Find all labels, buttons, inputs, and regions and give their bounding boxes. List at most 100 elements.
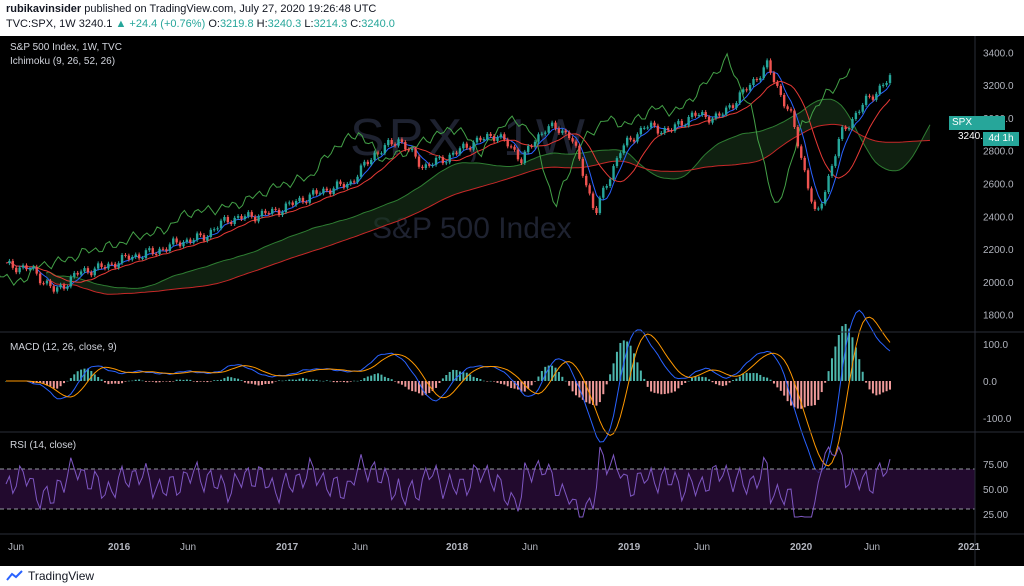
candle-body (8, 260, 11, 264)
chart-area[interactable]: SPX, 1W S&P 500 Index 1800.0 2000.0 2200.0… (0, 36, 1024, 566)
candle-body (93, 268, 96, 276)
chart-svg[interactable]: 1800.02000.02200.02400.02600.02800.03000… (0, 36, 1024, 566)
candle-body (137, 254, 141, 259)
rsi-line (5, 445, 891, 518)
candle-body (66, 286, 69, 289)
macd-histogram-bar (438, 381, 441, 383)
macd-histogram-bar (800, 381, 803, 409)
legend-rsi[interactable]: RSI (14, close) (10, 440, 77, 451)
candle-body (588, 185, 591, 194)
macd-histogram-bar (45, 381, 48, 386)
candle-body (472, 142, 475, 150)
macd-histogram-bar (342, 381, 345, 383)
macd-histogram-bar (670, 381, 673, 393)
macd-histogram-bar (629, 345, 632, 381)
macd-histogram-bar (602, 381, 605, 395)
macd-histogram-bar (738, 376, 741, 381)
candle-body (247, 212, 250, 217)
candle-body (509, 146, 513, 148)
publisher-name[interactable]: rubikavinsider (6, 3, 82, 15)
macd-histogram-bar (571, 381, 574, 392)
macd-tick-label: 0.0 (983, 377, 997, 388)
macd-histogram-bar (574, 381, 577, 396)
macd-histogram-bar (680, 381, 683, 386)
time-tick-label: 2016 (108, 542, 131, 553)
candle-body (465, 143, 468, 148)
macd-histogram-bar (708, 379, 711, 381)
candle-body (820, 203, 823, 209)
candle-body (690, 112, 694, 117)
candle-body (738, 92, 742, 104)
candle-body (489, 133, 492, 136)
kijun-line (5, 80, 891, 283)
candle-body (728, 105, 731, 108)
candle-body (782, 94, 786, 107)
macd-histogram-bar (854, 347, 857, 381)
legend-macd[interactable]: MACD (12, 26, close, 9) (10, 342, 117, 353)
candle-body (721, 114, 724, 116)
macd-histogram-bar (100, 379, 103, 381)
candle-body (346, 183, 349, 188)
macd-histogram-bar (400, 381, 403, 385)
candle-body (318, 193, 322, 195)
macd-histogram-bar (598, 381, 601, 403)
candle-body (329, 190, 332, 194)
macd-histogram-bar (585, 381, 588, 403)
tradingview-logo[interactable]: TradingView (6, 569, 94, 583)
macd-histogram-bar (568, 381, 571, 386)
macd-histogram-bar (684, 381, 687, 383)
macd-histogram-bar (858, 359, 861, 381)
candle-body (281, 212, 284, 216)
macd-histogram-bar (134, 379, 137, 381)
candle-body (434, 157, 438, 165)
macd-histogram-bar (336, 381, 339, 383)
candle-body (612, 166, 615, 180)
macd-histogram-bar (592, 381, 595, 406)
time-tick-label: 2018 (446, 542, 469, 553)
candle-body (625, 137, 629, 146)
symbol-ohlc-line: TVC:SPX, 1W 3240.1 ▲ +24.4 (+0.76%) O:32… (6, 18, 395, 30)
candle-body (591, 193, 595, 209)
candle-body (421, 166, 424, 168)
rsi-tick-label: 50.00 (983, 485, 1008, 496)
candle-body (776, 82, 779, 86)
close-value: 3240.0 (361, 18, 395, 30)
macd-histogram-bar (506, 381, 509, 387)
macd-histogram-bar (240, 380, 243, 381)
candle-body (124, 254, 127, 256)
candle-body (301, 197, 305, 203)
macd-histogram-bar (271, 381, 274, 384)
candle-body (789, 109, 793, 111)
candle-body (42, 283, 45, 285)
candle-body (823, 192, 827, 204)
macd-histogram-bar (73, 374, 76, 381)
macd-histogram-bar (278, 380, 281, 381)
macd-histogram-bar (247, 381, 250, 384)
macd-histogram-bar (80, 369, 83, 381)
time-tick-label: Jun (352, 542, 368, 553)
macd-histogram-bar (230, 377, 233, 381)
candle-body (527, 146, 530, 152)
macd-histogram-bar (295, 379, 298, 381)
macd-histogram-bar (834, 346, 837, 381)
lagging-span-line (0, 52, 851, 286)
candle-body (608, 179, 612, 187)
macd-histogram-bar (250, 381, 253, 384)
candle-body (755, 79, 759, 81)
macd-histogram-bar (472, 376, 475, 381)
candle-body (325, 188, 329, 191)
candle-body (21, 265, 25, 268)
macd-histogram-bar (534, 381, 537, 382)
candle-body (629, 137, 632, 140)
macd-histogram-bar (790, 381, 793, 406)
macd-histogram-bar (435, 381, 438, 388)
candle-body (38, 273, 42, 284)
legend-ichimoku[interactable]: Ichimoku (9, 26, 52, 26) (10, 56, 116, 67)
candle-body (537, 134, 540, 142)
candle-body (492, 135, 496, 141)
candle-body (574, 141, 578, 146)
candle-body (390, 140, 393, 145)
macd-histogram-bar (254, 381, 257, 385)
candle-body (520, 159, 523, 164)
time-tick-label: Jun (8, 542, 24, 553)
